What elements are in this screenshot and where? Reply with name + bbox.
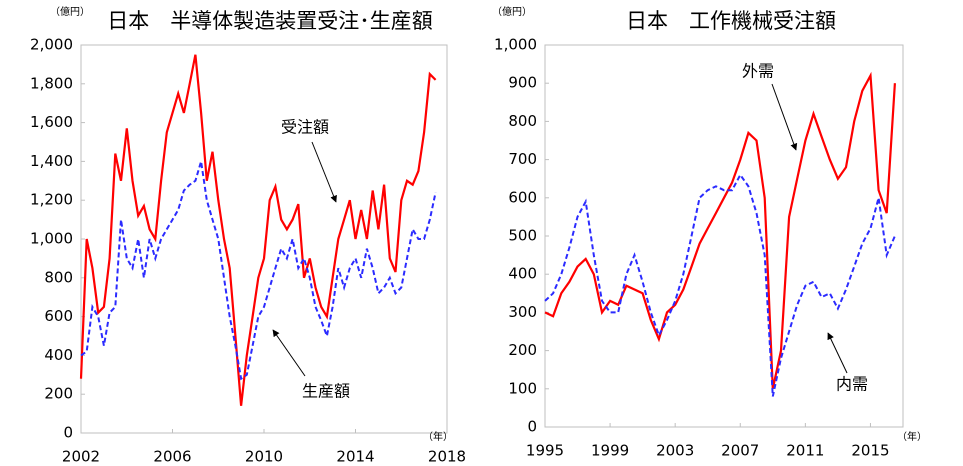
y-tick-label: 700 <box>508 150 537 168</box>
annotation-arrow <box>827 332 848 374</box>
y-tick-label: 800 <box>44 268 73 286</box>
y-tick-label: 800 <box>508 112 537 130</box>
x-tick-label: 2002 <box>62 448 100 466</box>
x-tick-label: 2011 <box>786 442 824 460</box>
y-tick-label: 1,000 <box>30 230 73 248</box>
x-tick-label: 2014 <box>336 448 374 466</box>
y-unit: （億円） <box>492 5 532 18</box>
annotation-arrow <box>311 141 337 203</box>
x-tick-label: 2010 <box>245 448 283 466</box>
x-unit: （年） <box>423 430 453 443</box>
y-tick-label: 100 <box>508 379 537 397</box>
series-label: 受注額 <box>281 118 329 137</box>
y-tick-label: 300 <box>508 303 537 321</box>
series-label: 内需 <box>836 375 868 394</box>
series-label: 外需 <box>742 62 774 81</box>
y-tick-label: 0 <box>63 424 73 442</box>
x-tick-label: 2007 <box>721 442 759 460</box>
y-tick-label: 0 <box>527 418 537 436</box>
y-tick-label: 1,000 <box>494 36 537 54</box>
y-tick-label: 400 <box>508 265 537 283</box>
x-tick-label: 2003 <box>656 442 694 460</box>
line-series <box>80 161 437 381</box>
x-tick-label: 1999 <box>591 442 629 460</box>
plot-frame <box>544 44 904 428</box>
y-tick-label: 1,800 <box>30 74 73 92</box>
y-tick-label: 200 <box>508 341 537 359</box>
annotation-arrow <box>771 83 798 151</box>
x-unit: （年） <box>897 430 927 443</box>
y-tick-label: 2,000 <box>30 36 73 54</box>
x-tick-label: 2015 <box>851 442 889 460</box>
line-series <box>544 173 896 397</box>
series-label: 生産額 <box>302 382 350 401</box>
y-tick-label: 600 <box>44 307 73 325</box>
plot-frame <box>80 44 448 434</box>
y-tick-label: 400 <box>44 346 73 364</box>
y-tick-label: 1,600 <box>30 113 73 131</box>
y-tick-label: 500 <box>508 227 537 245</box>
y-tick-label: 200 <box>44 385 73 403</box>
y-tick-label: 600 <box>508 188 537 206</box>
x-tick-label: 2018 <box>428 448 466 466</box>
annotation-arrow <box>272 329 306 377</box>
y-unit: （億円） <box>50 5 90 18</box>
y-tick-label: 1,200 <box>30 191 73 209</box>
line-series <box>544 71 896 390</box>
x-tick-label: 2006 <box>153 448 191 466</box>
chart-title: 日本 工作機械受注額 <box>626 9 836 33</box>
y-tick-label: 1,400 <box>30 152 73 170</box>
x-tick-label: 1995 <box>526 442 564 460</box>
y-tick-label: 900 <box>508 74 537 92</box>
chart-title: 日本 半導体製造装置受注･生産額 <box>107 9 433 33</box>
line-series <box>79 54 437 406</box>
